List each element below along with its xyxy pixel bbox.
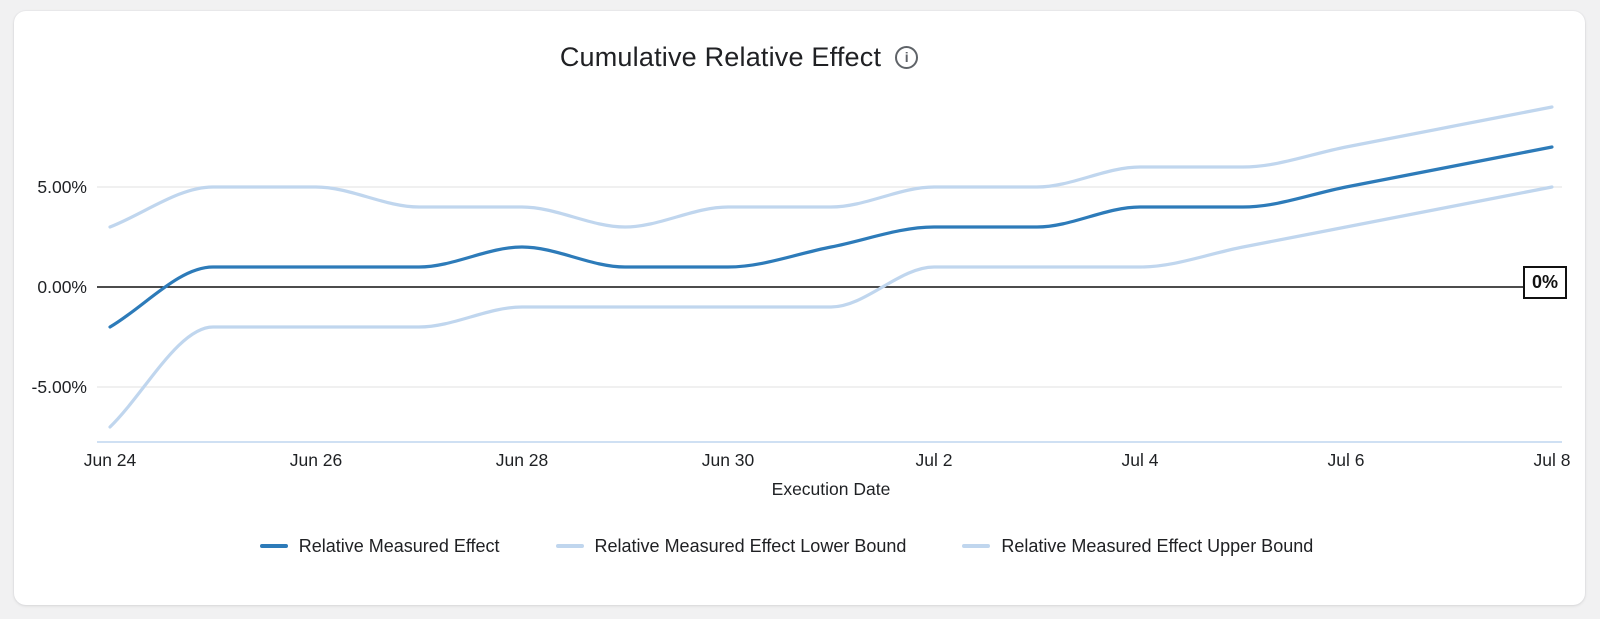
x-axis-tick-label: Jul 2 [916, 450, 953, 470]
x-axis-title: Execution Date [772, 479, 891, 499]
legend-item-effect[interactable]: Relative Measured Effect [259, 535, 500, 557]
series-line-1[interactable] [108, 185, 1554, 429]
chart-card: Cumulative Relative Effect i 5.00% 0.00% -… [14, 11, 1585, 605]
zero-baseline-badge: 0% [1523, 266, 1567, 299]
x-axis-tick-label: Jul 8 [1534, 450, 1571, 470]
legend-label-upper-bound: Relative Measured Effect Upper Bound [1001, 535, 1314, 556]
series-line-2[interactable] [108, 105, 1554, 229]
legend-label-lower-bound: Relative Measured Effect Lower Bound [594, 535, 907, 556]
chart-header: Cumulative Relative Effect i [14, 37, 1464, 77]
legend-item-upper-bound[interactable]: Relative Measured Effect Upper Bound [962, 536, 1313, 557]
legend-dash-effect-icon [259, 544, 288, 548]
legend-label-effect: Relative Measured Effect [298, 535, 500, 556]
series-line-0[interactable] [108, 145, 1554, 329]
line-chart: 5.00% 0.00% -5.00% Jun 24 Jun 26 Jun 28 Jun 30… [32, 105, 1571, 499]
legend-dash-upper-bound-icon [962, 544, 991, 548]
x-axis-tick-label: Jun 28 [496, 450, 549, 470]
x-axis-tick-label: Jun 24 [84, 450, 137, 470]
legend-dash-lower-bound-icon [555, 544, 584, 548]
zero-baseline-label: 0% [1531, 272, 1558, 292]
y-axis-tick-label: 0.00% [37, 277, 87, 297]
x-axis-tick-label: Jun 30 [702, 450, 755, 470]
info-icon[interactable]: i [895, 45, 919, 69]
x-axis-tick-label: Jul 6 [1328, 450, 1365, 470]
y-axis-tick-label: -5.00% [32, 377, 87, 397]
legend-item-lower-bound[interactable]: Relative Measured Effect Lower Bound [555, 535, 907, 557]
chart-title: Cumulative Relative Effect [559, 41, 882, 72]
x-axis-tick-label: Jun 26 [290, 450, 343, 470]
y-axis-tick-label: 5.00% [37, 177, 87, 197]
x-axis-tick-label: Jul 4 [1122, 450, 1159, 470]
chart-legend: Relative Measured Effect Relative Measur… [14, 532, 1559, 560]
info-icon-glyph: i [904, 49, 909, 65]
